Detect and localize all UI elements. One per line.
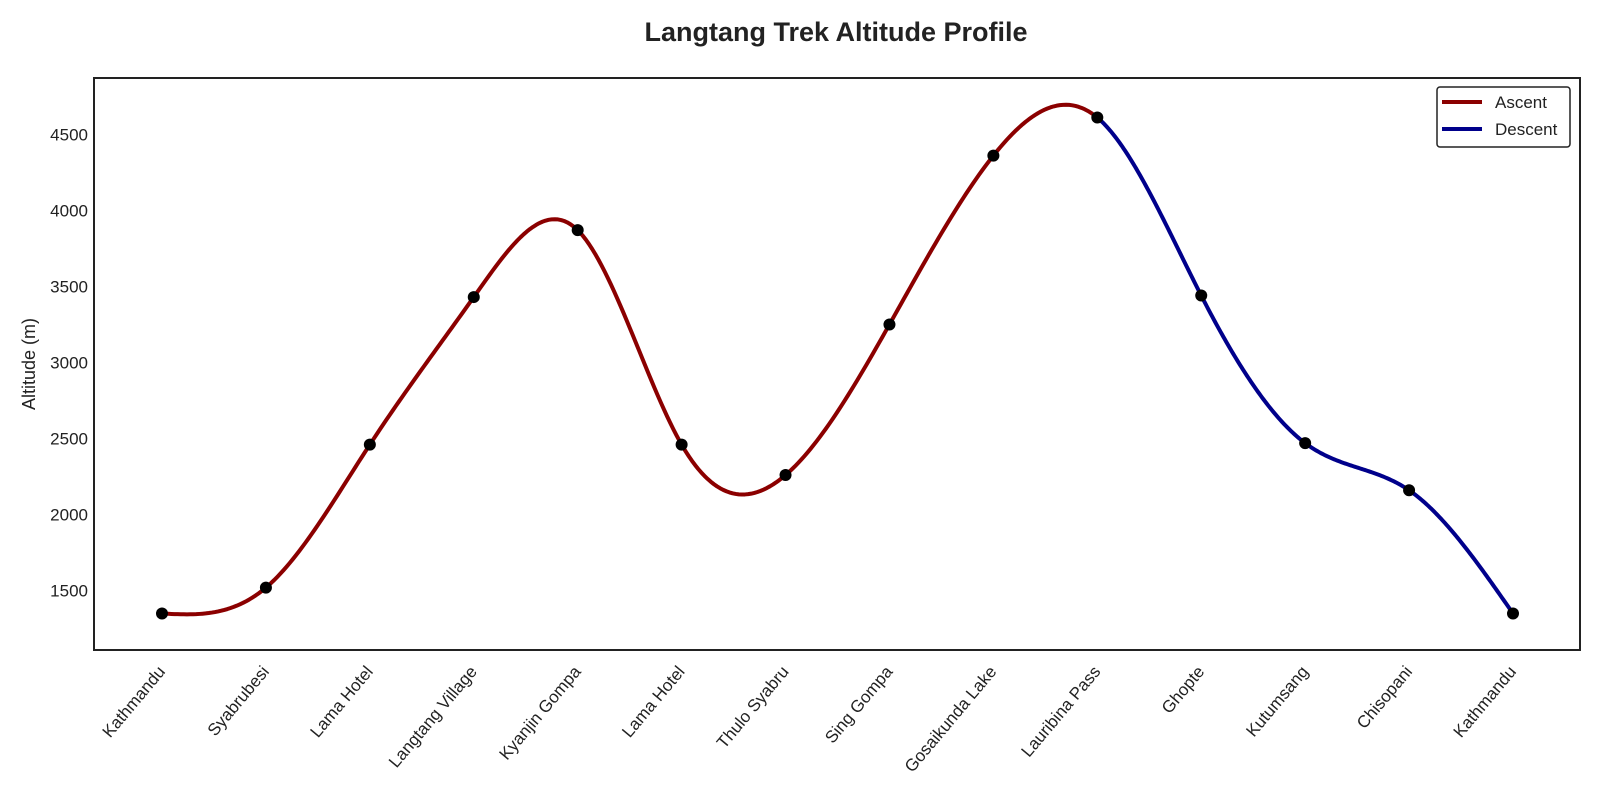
data-point — [571, 224, 584, 237]
data-point — [675, 438, 688, 451]
data-point — [467, 291, 480, 304]
x-tick-label: Ghopte — [1158, 662, 1208, 717]
data-point — [363, 438, 376, 451]
data-point — [1299, 437, 1312, 450]
x-tick-label: Langtang Village — [385, 662, 481, 771]
legend: Ascent Descent — [1436, 86, 1571, 148]
data-point — [1403, 484, 1416, 497]
x-tick-label: Kyanjin Gompa — [495, 662, 585, 764]
data-point — [1091, 111, 1104, 124]
data-markers — [156, 111, 1519, 620]
series-line-descent — [1096, 116, 1515, 615]
data-point — [1195, 289, 1208, 302]
y-axis-label: Altitude (m) — [19, 318, 39, 410]
x-tick-label: Kathmandu — [99, 662, 169, 741]
y-axis-ticks: 1500 2000 2500 3000 3500 4000 4500 — [50, 125, 88, 600]
x-tick-label: Kathmandu — [1450, 662, 1520, 741]
y-tick-label: 4000 — [50, 201, 88, 220]
x-tick-label: Thulo Syabru — [713, 662, 793, 752]
chart-title: Langtang Trek Altitude Profile — [644, 17, 1027, 47]
data-point — [259, 581, 272, 594]
x-tick-label: Lama Hotel — [306, 662, 376, 741]
x-tick-label: Syabrubesi — [204, 662, 273, 739]
x-tick-label: Lama Hotel — [618, 662, 688, 741]
legend-label-ascent: Ascent — [1495, 93, 1547, 112]
y-tick-label: 2000 — [50, 506, 88, 525]
x-tick-label: Sing Gompa — [821, 662, 897, 747]
y-tick-label: 4500 — [50, 125, 88, 144]
x-tick-label: Chisopani — [1353, 662, 1416, 732]
data-point — [156, 607, 168, 620]
y-tick-label: 1500 — [50, 582, 88, 601]
y-tick-label: 3000 — [50, 353, 88, 372]
x-tick-label: Kutumsang — [1242, 662, 1312, 740]
data-point — [883, 318, 896, 331]
series-line-ascent — [161, 102, 1099, 617]
data-point — [1507, 607, 1519, 620]
y-tick-label: 3500 — [50, 277, 88, 296]
x-axis-ticks: Kathmandu Syabrubesi Lama Hotel Langtang Vi… — [99, 662, 1520, 776]
legend-label-descent: Descent — [1495, 120, 1558, 139]
plot-frame — [93, 77, 1581, 651]
series-lines — [161, 102, 1515, 617]
x-tick-label: Gosaikunda Lake — [901, 662, 1001, 776]
y-tick-label: 2500 — [50, 430, 88, 449]
data-point — [779, 469, 792, 482]
data-point — [987, 149, 1000, 162]
x-tick-label: Lauribina Pass — [1018, 662, 1105, 760]
